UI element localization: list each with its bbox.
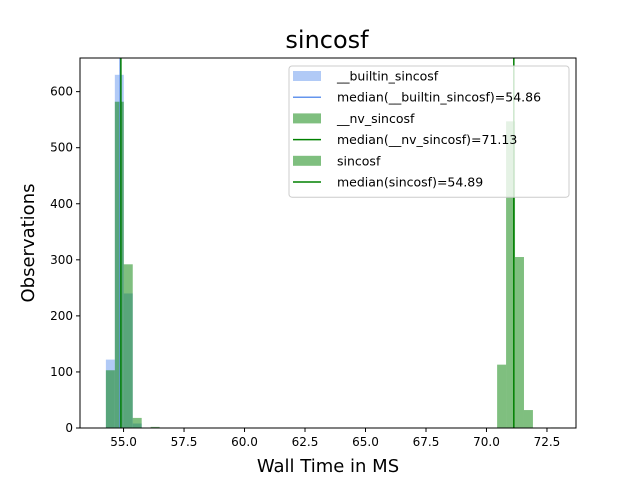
y-tick-label: 400 xyxy=(50,197,73,211)
legend-label: median(__nv_sincosf)=71.13 xyxy=(337,132,517,147)
histogram-bar xyxy=(497,364,507,428)
y-tick-label: 300 xyxy=(50,253,73,267)
histogram-bar xyxy=(105,370,115,428)
histogram-bar xyxy=(515,257,524,428)
plot-area xyxy=(105,58,560,429)
x-tick-label: 67.5 xyxy=(413,435,440,449)
x-tick-label: 57.5 xyxy=(171,435,198,449)
x-tick-label: 62.5 xyxy=(292,435,319,449)
plot-frame xyxy=(79,57,577,429)
x-axis-ticks: 55.0 57.5 60.0 62.5 65.0 67.5 70.0 72.5 xyxy=(110,428,560,449)
histogram-bar xyxy=(123,264,133,428)
legend-swatch xyxy=(293,155,321,166)
y-tick-label: 0 xyxy=(65,421,73,435)
legend-label: __builtin_sincosf xyxy=(336,69,439,84)
legend: __builtin_sincosf median(__builtin_sincos… xyxy=(288,65,570,198)
x-tick-label: 72.5 xyxy=(534,435,561,449)
x-tick-label: 65.0 xyxy=(352,435,379,449)
y-tick-label: 500 xyxy=(50,141,73,155)
chart-title: sincosf xyxy=(285,26,369,54)
histogram-bar xyxy=(150,426,160,428)
legend-swatch xyxy=(293,113,321,124)
legend-label: median(sincosf)=54.89 xyxy=(337,175,483,190)
y-axis-label: Observations xyxy=(18,184,39,303)
x-axis-label: Wall Time in MS xyxy=(257,456,399,477)
histogram-bar xyxy=(523,410,533,428)
histogram-bar xyxy=(114,101,124,429)
y-tick-label: 600 xyxy=(50,85,73,99)
y-tick-label: 100 xyxy=(50,365,73,379)
x-tick-label: 55.0 xyxy=(110,435,137,449)
legend-label: __nv_sincosf xyxy=(336,111,415,126)
histogram-bar xyxy=(132,417,142,428)
legend-swatch xyxy=(293,71,321,81)
histogram-bar xyxy=(506,121,516,429)
x-tick-label: 60.0 xyxy=(231,435,258,449)
y-axis-ticks: 0 100 200 300 400 500 600 xyxy=(50,85,80,435)
legend-label: median(__builtin_sincosf)=54.86 xyxy=(337,90,541,105)
legend-box xyxy=(288,65,570,198)
legend-label: sincosf xyxy=(337,153,381,168)
x-tick-label: 70.0 xyxy=(473,435,500,449)
y-tick-label: 200 xyxy=(50,309,73,323)
